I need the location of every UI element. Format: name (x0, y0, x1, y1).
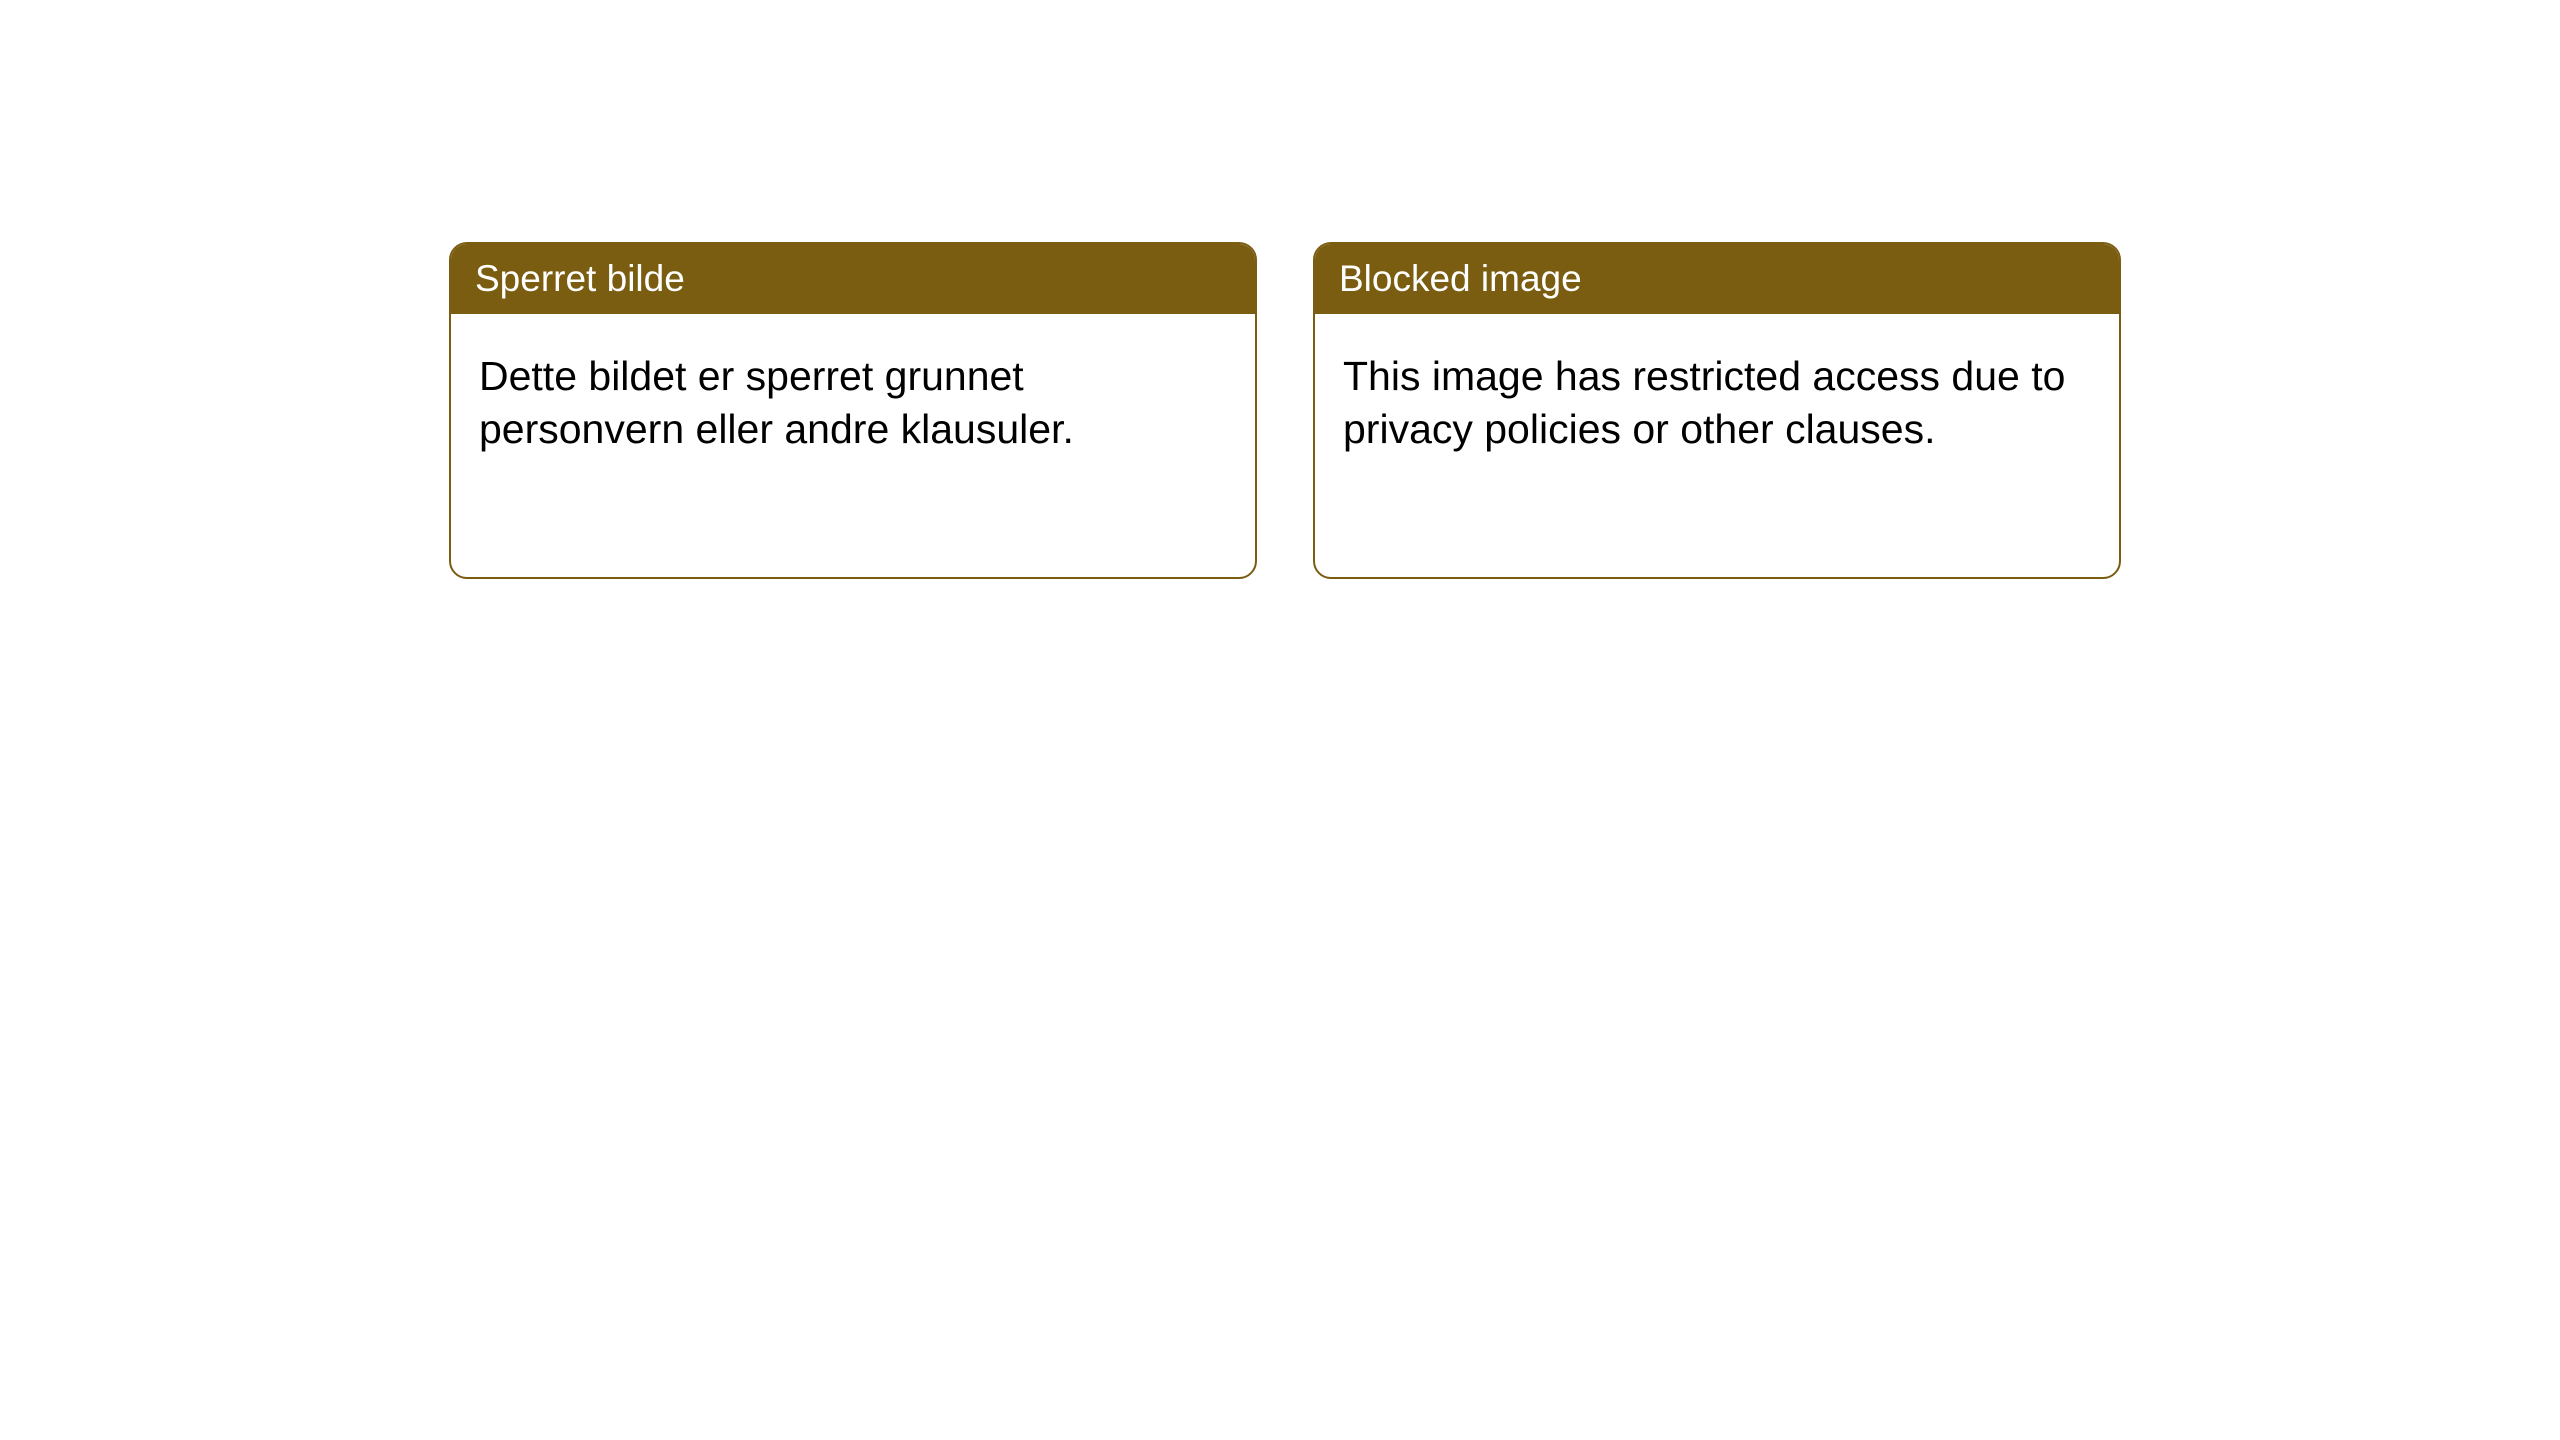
card-body-text-english: This image has restricted access due to … (1343, 353, 2065, 452)
blocked-image-card-norwegian: Sperret bilde Dette bildet er sperret gr… (449, 242, 1257, 579)
card-title-norwegian: Sperret bilde (475, 258, 685, 299)
blocked-image-card-english: Blocked image This image has restricted … (1313, 242, 2121, 579)
card-body-norwegian: Dette bildet er sperret grunnet personve… (451, 314, 1255, 493)
card-header-norwegian: Sperret bilde (451, 244, 1255, 314)
card-body-text-norwegian: Dette bildet er sperret grunnet personve… (479, 353, 1074, 452)
card-title-english: Blocked image (1339, 258, 1582, 299)
blocked-image-notice-container: Sperret bilde Dette bildet er sperret gr… (449, 242, 2121, 579)
card-body-english: This image has restricted access due to … (1315, 314, 2119, 493)
card-header-english: Blocked image (1315, 244, 2119, 314)
